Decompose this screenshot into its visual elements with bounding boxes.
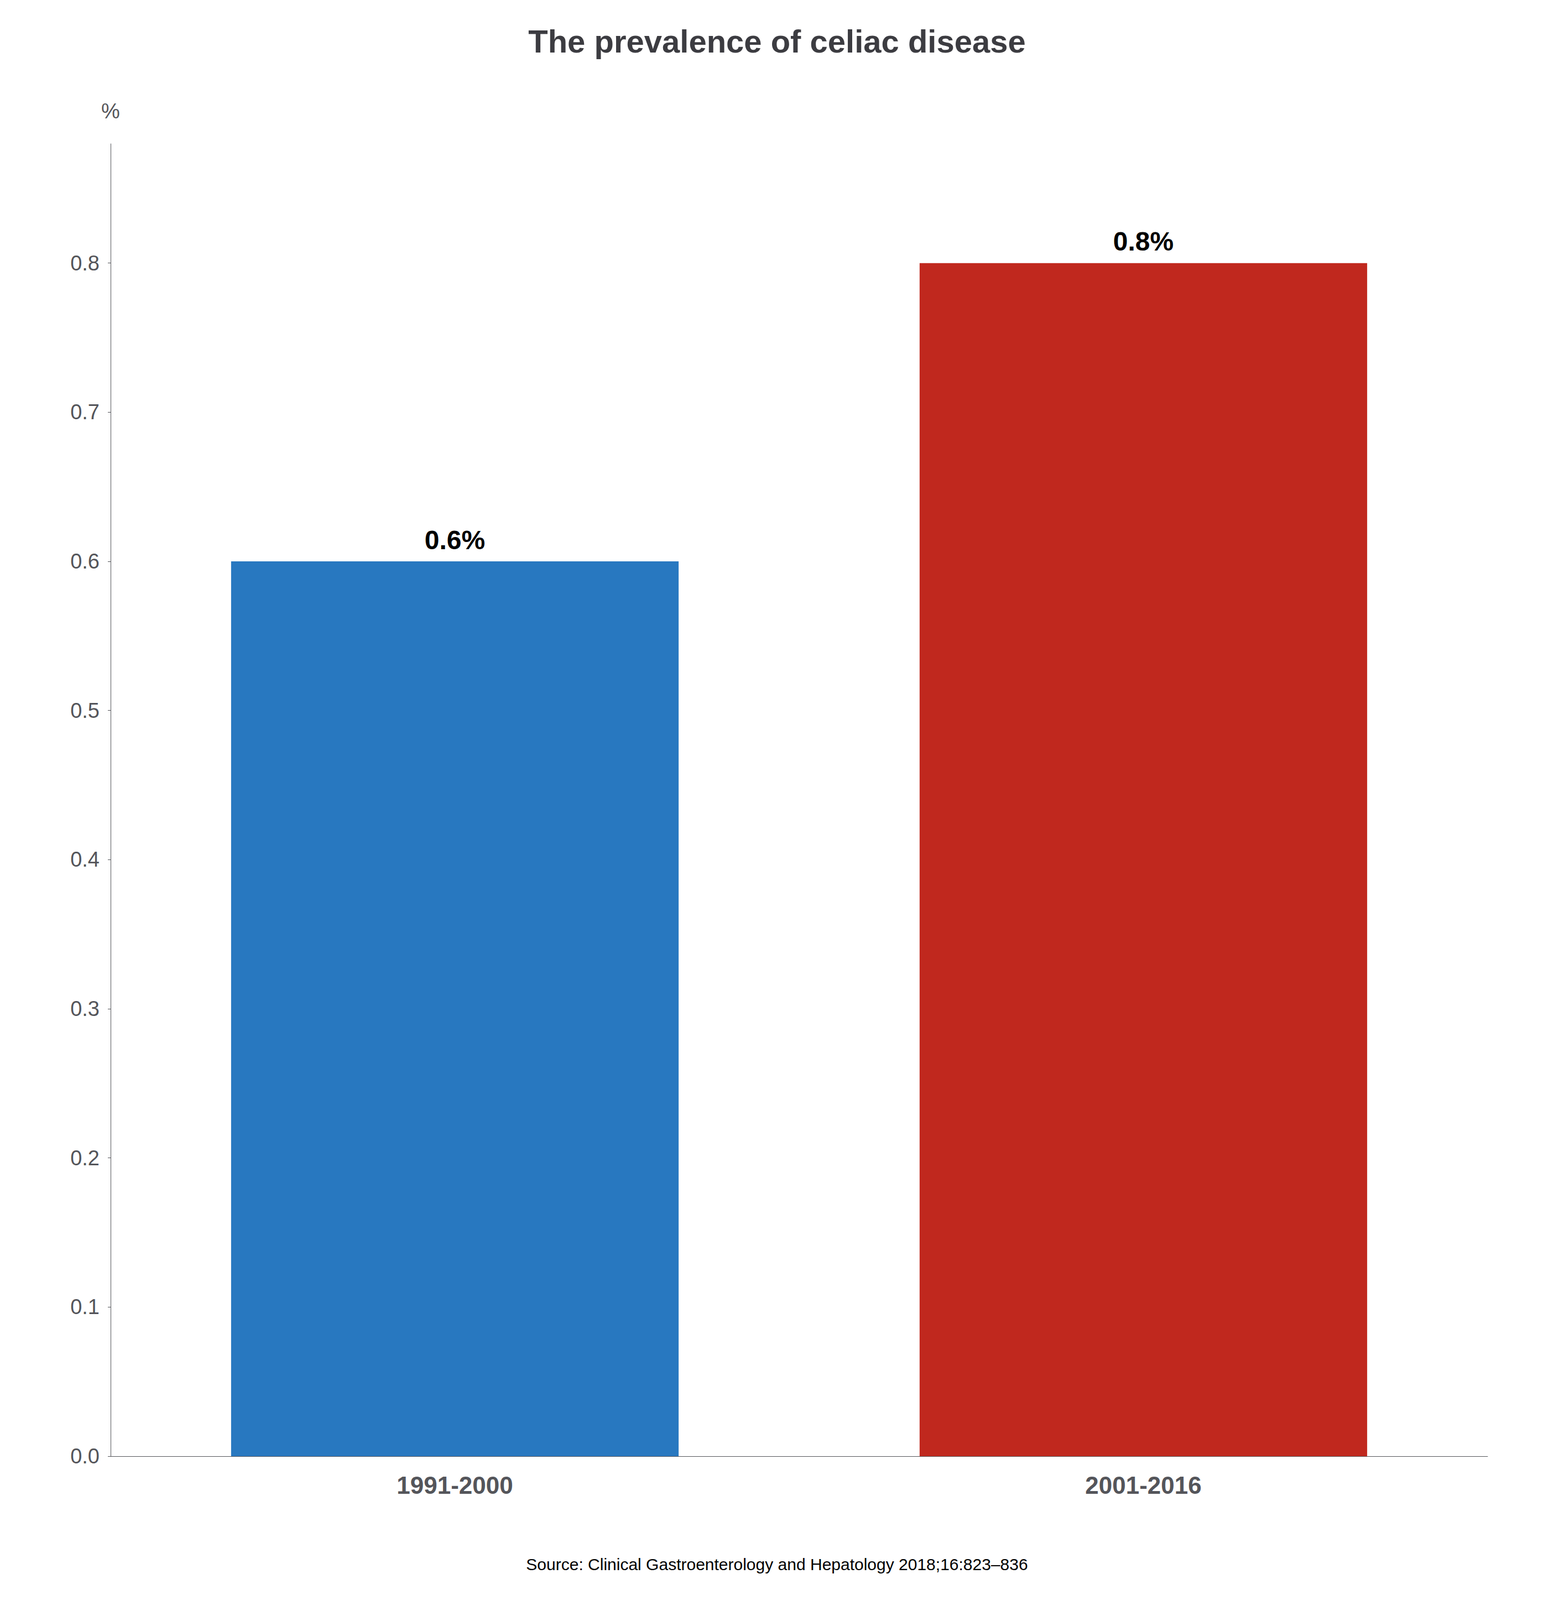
svg-text:0.5: 0.5 <box>70 699 100 723</box>
svg-text:0.3: 0.3 <box>70 997 100 1021</box>
svg-text:0.6: 0.6 <box>70 549 100 573</box>
svg-text:Source: Clinical Gastroenterol: Source: Clinical Gastroenterology and He… <box>525 1555 1028 1574</box>
svg-text:0.8%: 0.8% <box>1113 226 1174 257</box>
svg-text:2001-2016: 2001-2016 <box>1085 1471 1202 1499</box>
svg-text:0.2: 0.2 <box>70 1146 100 1170</box>
svg-text:0.8: 0.8 <box>70 251 100 275</box>
svg-text:0.1: 0.1 <box>70 1295 100 1319</box>
svg-text:0.0: 0.0 <box>70 1444 100 1468</box>
svg-text:The prevalence of celiac disea: The prevalence of celiac disease <box>528 23 1026 60</box>
svg-text:1991-2000: 1991-2000 <box>396 1471 513 1499</box>
svg-text:0.4: 0.4 <box>70 847 100 872</box>
svg-text:%: % <box>101 99 121 123</box>
svg-text:0.6%: 0.6% <box>424 525 486 555</box>
svg-text:0.7: 0.7 <box>70 400 100 424</box>
